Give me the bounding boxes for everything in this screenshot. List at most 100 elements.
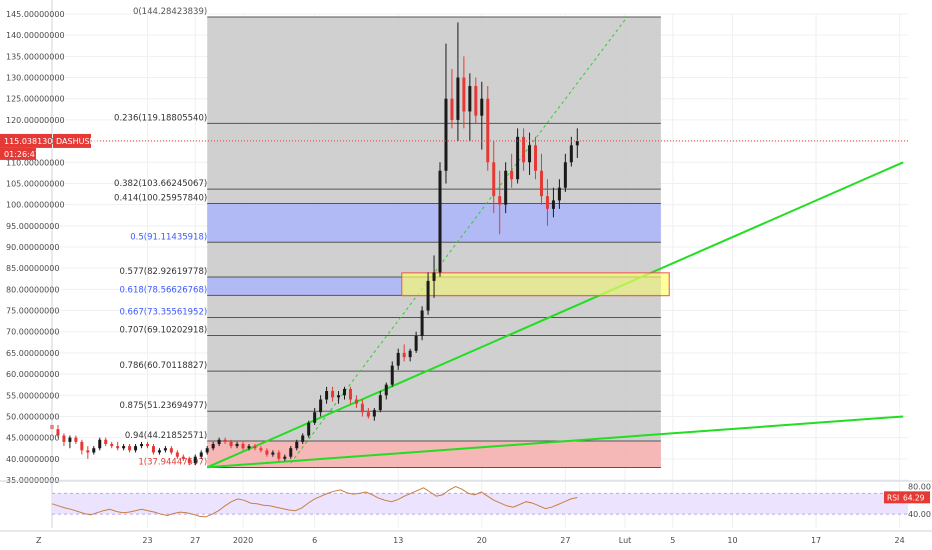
trendlines[interactable] bbox=[206, 17, 904, 469]
candle-body bbox=[516, 136, 520, 180]
candle-body bbox=[80, 441, 84, 451]
candle-body bbox=[62, 435, 66, 442]
candle-body bbox=[456, 77, 460, 120]
price-tick-label: 145.00000000 bbox=[6, 10, 65, 19]
trendline[interactable] bbox=[207, 415, 904, 469]
candle-body bbox=[134, 446, 138, 451]
candle-body bbox=[157, 450, 161, 453]
candle-body bbox=[522, 136, 526, 163]
candle-body bbox=[366, 412, 370, 417]
fib-level-label: 0(144.28423839) bbox=[133, 7, 207, 17]
price-tick-label: 85.00000000 bbox=[6, 264, 59, 273]
candle-body bbox=[223, 439, 227, 442]
candle-body bbox=[307, 422, 311, 436]
trendline[interactable] bbox=[206, 161, 904, 469]
fib-level-label: 0.875(51.23694977) bbox=[119, 401, 207, 411]
candle-body bbox=[534, 145, 538, 171]
candle-body bbox=[504, 170, 508, 205]
time-tick-label: 17 bbox=[811, 536, 821, 545]
time-tick-label: 10 bbox=[727, 536, 737, 545]
time-axis[interactable]: Z 23 27 2020 6 13 20 27 Lut 5 10 17 24 bbox=[0, 530, 932, 545]
countdown-tag bbox=[0, 147, 36, 160]
candle-body bbox=[378, 395, 382, 411]
rsi-tick-label: 80.00 bbox=[908, 482, 931, 491]
price-tick-label: 75.00000000 bbox=[6, 307, 59, 316]
candle-body bbox=[247, 446, 251, 449]
candle-body bbox=[432, 272, 436, 281]
candle-body bbox=[259, 448, 263, 451]
candle-body bbox=[474, 86, 478, 116]
candle-body bbox=[414, 335, 418, 351]
symbol-tag bbox=[53, 133, 91, 148]
price-tick-label: 130.00000000 bbox=[6, 74, 65, 83]
candle-body bbox=[271, 452, 275, 455]
candle-body bbox=[528, 145, 532, 163]
price-tick-label: 135.00000000 bbox=[6, 52, 65, 61]
candle-body bbox=[116, 446, 120, 449]
candle-body bbox=[462, 77, 466, 112]
rsi-value-label: 64.29 bbox=[903, 493, 925, 502]
candle-body bbox=[492, 162, 496, 197]
highlight-box[interactable] bbox=[401, 272, 670, 297]
dashed-trendline[interactable] bbox=[290, 17, 627, 464]
candle-body bbox=[450, 98, 454, 120]
candle-body bbox=[402, 352, 406, 358]
fib-level-label: 1(37.94447597) bbox=[138, 458, 207, 468]
rsi-label: RSI bbox=[887, 493, 899, 502]
rsi-value-tag bbox=[884, 491, 930, 504]
countdown-label: 01:26:47 bbox=[4, 150, 40, 159]
price-tick-label: 100.00000000 bbox=[6, 201, 65, 210]
candle-body bbox=[480, 98, 484, 116]
time-tick-label: 20 bbox=[477, 536, 487, 545]
time-tick-label: Lut bbox=[619, 536, 632, 545]
candle-body bbox=[396, 352, 400, 366]
candle-body bbox=[217, 439, 221, 444]
candle-body bbox=[140, 443, 144, 447]
candle-body bbox=[319, 399, 323, 413]
yellow-box[interactable] bbox=[401, 272, 670, 297]
candle-body bbox=[151, 446, 155, 453]
candle-body bbox=[569, 145, 573, 163]
time-tick-label: 23 bbox=[142, 536, 152, 545]
price-axis[interactable]: 145.00000000 140.00000000 135.00000000 130.… bbox=[0, 0, 101, 528]
candle-body bbox=[420, 310, 424, 336]
candle-body bbox=[468, 86, 472, 112]
candle-body bbox=[444, 98, 448, 171]
candle-body bbox=[74, 437, 78, 442]
candle-body bbox=[289, 448, 293, 457]
time-tick-label: 5 bbox=[670, 536, 675, 545]
candle-body bbox=[337, 395, 341, 398]
fib-zone bbox=[207, 440, 661, 468]
fib-level-label: 0.414(100.25957840) bbox=[114, 194, 207, 204]
candle-body bbox=[229, 441, 233, 447]
candle-body bbox=[169, 448, 173, 453]
candle-body bbox=[187, 458, 191, 464]
price-tick-label: 40.00000000 bbox=[6, 455, 59, 464]
fib-level-label: 0.667(73.35561952) bbox=[119, 308, 207, 318]
candle-body bbox=[92, 448, 96, 453]
candle-body bbox=[390, 365, 394, 385]
price-tick-label: 140.00000000 bbox=[6, 31, 65, 40]
candle-body bbox=[426, 280, 430, 311]
time-tick-label: 27 bbox=[190, 536, 200, 545]
candle-body bbox=[539, 170, 543, 197]
candle-body bbox=[146, 443, 150, 447]
candle-body bbox=[325, 391, 329, 400]
candle-body bbox=[545, 196, 549, 209]
price-tick-label: 80.00000000 bbox=[6, 285, 59, 294]
fib-level-label: 0.707(69.10202918) bbox=[119, 326, 207, 336]
candle-body bbox=[86, 450, 90, 453]
fib-level-label: 0.236(119.18805540) bbox=[114, 113, 207, 123]
candle-body bbox=[486, 98, 490, 163]
candle-body bbox=[295, 441, 299, 449]
time-tick-label: 2020 bbox=[233, 536, 253, 545]
candle-body bbox=[205, 448, 209, 453]
fib-level-label: 0.577(82.92619778) bbox=[119, 267, 207, 277]
candle-body bbox=[360, 403, 364, 413]
candle-body bbox=[122, 446, 126, 449]
candle-body bbox=[163, 448, 167, 451]
candle-body bbox=[235, 443, 239, 447]
rsi-pane[interactable]: 80.00 40.00 RSI 64.29 bbox=[0, 480, 932, 519]
price-tick-label: 55.00000000 bbox=[6, 391, 59, 400]
